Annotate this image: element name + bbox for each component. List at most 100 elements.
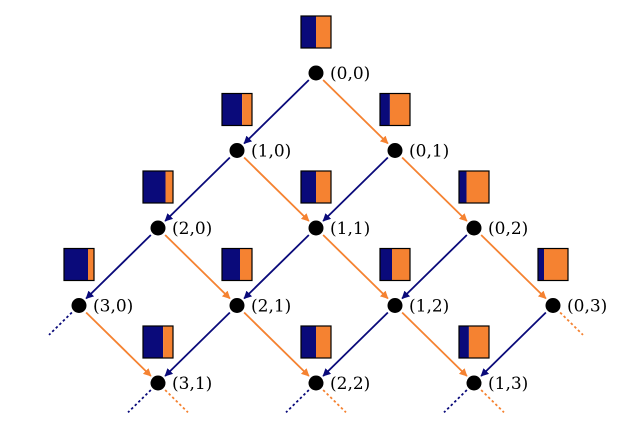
ratio-box-orange-1-2: [392, 248, 410, 281]
ratio-box-orange-0-1: [389, 93, 410, 126]
continuations-layer: [48, 311, 584, 414]
continuation-1-3-down-right: [480, 389, 505, 414]
node-0-1: [387, 143, 403, 158]
ratio-box-border-0-3: [537, 247, 569, 282]
ratio-box-border-2-2: [300, 325, 332, 359]
node-1-3: [466, 375, 482, 391]
node-0-3: [545, 298, 561, 313]
node-1-2: [387, 298, 403, 313]
node-label-3-0: (3,0): [93, 297, 133, 317]
edge-0-0-to-0-1: [322, 79, 389, 145]
edge-0-3-to-1-3: [480, 311, 547, 377]
node-3-1: [150, 375, 166, 391]
ratio-box-0-1: [379, 92, 411, 127]
ratio-box-blue-1-1: [301, 171, 316, 203]
node-label-0-1: (0,1): [409, 142, 449, 162]
ratio-box-blue-1-3: [459, 326, 469, 358]
continuation-3-0-down-left: [48, 311, 73, 336]
ratio-box-orange-0-0: [316, 16, 331, 48]
ratio-box-border-0-2: [458, 170, 490, 204]
ratio-box-2-1: [221, 247, 253, 282]
nodes-layer: [71, 65, 561, 391]
ratio-box-1-2: [379, 247, 411, 282]
ratio-box-2-0: [142, 170, 174, 204]
edges-layer: [85, 79, 547, 377]
node-0-0: [308, 65, 324, 81]
ratio-box-3-0: [63, 247, 95, 282]
edge-2-0-to-3-0: [85, 234, 152, 300]
ratio-box-1-3: [458, 325, 490, 359]
node-label-2-1: (2,1): [251, 297, 291, 317]
continuation-2-2-down-right: [322, 389, 347, 414]
ratio-box-orange-1-0: [242, 93, 252, 126]
ratio-box-blue-3-0: [64, 248, 88, 281]
edge-0-2-to-0-3: [480, 234, 547, 300]
ratio-box-border-1-1: [300, 170, 332, 204]
continuation-0-3-down-right: [559, 311, 584, 336]
labels-layer: (0,0) (1,0) (0,1) (2,0) (1,1) (0,2) (3,0) (2,1)…: [93, 64, 607, 394]
ratio-box-orange-1-1: [316, 171, 331, 203]
node-label-3-1: (3,1): [172, 374, 212, 394]
ratio-box-blue-0-1: [380, 93, 390, 126]
ratio-box-border-3-0: [63, 247, 95, 282]
edge-1-2-to-1-3: [401, 311, 468, 377]
ratio-box-orange-0-2: [466, 171, 489, 203]
ratio-box-blue-0-0: [301, 16, 316, 48]
edge-3-0-to-3-1: [85, 311, 152, 377]
edge-2-1-to-3-1: [164, 311, 231, 377]
node-label-1-1: (1,1): [330, 219, 370, 239]
edge-2-0-to-2-1: [164, 234, 231, 300]
ratio-box-orange-1-3: [468, 326, 489, 358]
ratio-box-orange-0-3: [544, 248, 568, 281]
node-label-2-0: (2,0): [172, 219, 212, 239]
edge-0-1-to-1-1: [322, 156, 389, 222]
edge-1-2-to-2-2: [322, 311, 389, 377]
ratio-box-border-1-3: [458, 325, 490, 359]
ratio-box-blue-1-2: [380, 248, 392, 281]
ratio-box-blue-2-0: [143, 171, 166, 203]
ratio-box-border-0-0: [300, 15, 332, 49]
ratio-box-0-2: [458, 170, 490, 204]
ratio-box-border-0-1: [379, 92, 411, 127]
ratio-box-blue-1-0: [222, 93, 243, 126]
edge-1-0-to-2-0: [164, 156, 231, 222]
ratio-box-3-1: [142, 325, 174, 359]
node-0-2: [466, 220, 482, 236]
edge-0-1-to-0-2: [401, 156, 468, 222]
ratio-box-border-2-1: [221, 247, 253, 282]
ratio-box-1-1: [300, 170, 332, 204]
continuation-3-1-down-right: [164, 389, 189, 414]
edge-1-1-to-1-2: [322, 234, 389, 300]
ratio-box-border-3-1: [142, 325, 174, 359]
edge-0-0-to-1-0: [243, 79, 310, 145]
ratio-box-blue-0-2: [459, 171, 467, 203]
node-2-0: [150, 220, 166, 236]
edge-0-2-to-1-2: [401, 234, 468, 300]
ratio-box-blue-3-1: [143, 326, 164, 358]
ratio-box-orange-2-0: [165, 171, 173, 203]
node-2-2: [308, 375, 324, 391]
ratio-box-0-0: [300, 15, 332, 49]
edge-2-1-to-2-2: [243, 311, 310, 377]
node-1-0: [229, 143, 245, 158]
edge-1-1-to-2-1: [243, 234, 310, 300]
ratio-box-2-2: [300, 325, 332, 359]
boxes-layer: [63, 15, 569, 359]
continuation-2-2-down-left: [285, 389, 310, 414]
edge-1-0-to-1-1: [243, 156, 310, 222]
node-2-1: [229, 298, 245, 313]
ratio-box-orange-2-1: [240, 248, 252, 281]
node-label-1-3: (1,3): [488, 374, 528, 394]
ratio-box-1-0: [221, 92, 253, 127]
node-label-0-2: (0,2): [488, 219, 528, 239]
ratio-box-border-1-0: [221, 92, 253, 127]
ratio-box-orange-2-2: [316, 326, 331, 358]
node-label-0-3: (0,3): [567, 297, 607, 317]
ratio-box-orange-3-0: [88, 248, 94, 281]
node-label-1-0: (1,0): [251, 142, 291, 162]
continuation-1-3-down-left: [443, 389, 468, 414]
ratio-box-blue-2-1: [222, 248, 240, 281]
continuation-3-1-down-left: [127, 389, 152, 414]
ratio-box-0-3: [537, 247, 569, 282]
